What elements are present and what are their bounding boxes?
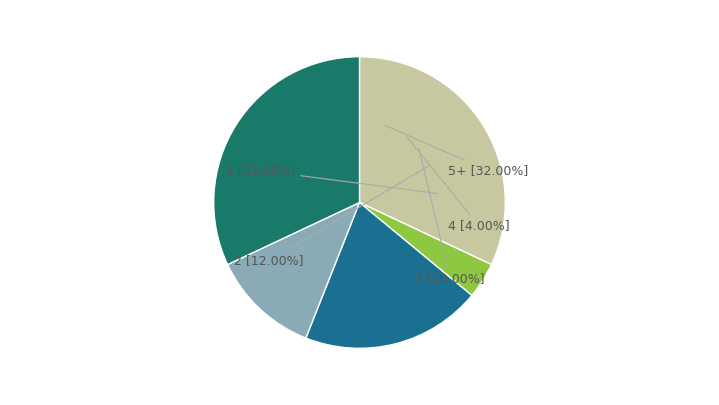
Wedge shape	[228, 202, 360, 338]
Wedge shape	[360, 57, 505, 264]
Wedge shape	[360, 202, 491, 295]
Text: 1 [32.00%]: 1 [32.00%]	[226, 164, 438, 194]
Text: 3 [20.00%]: 3 [20.00%]	[415, 149, 485, 285]
Text: 4 [4.00%]: 4 [4.00%]	[407, 137, 510, 232]
Text: 2 [12.00%]: 2 [12.00%]	[234, 166, 429, 267]
Text: 5+ [32.00%]: 5+ [32.00%]	[385, 125, 528, 177]
Wedge shape	[306, 202, 472, 348]
Wedge shape	[214, 57, 360, 264]
